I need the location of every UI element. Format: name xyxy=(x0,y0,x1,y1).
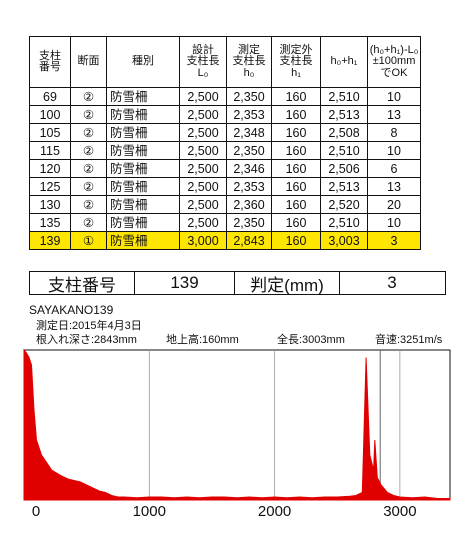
cell-sum: 2,510 xyxy=(320,87,368,106)
waveform-series xyxy=(23,348,451,501)
x-tick-label: 2000 xyxy=(258,503,291,520)
total-length: 全長:3003mm xyxy=(277,334,345,346)
x-tick-label: 1000 xyxy=(133,503,166,520)
cell-kind: 防雪柵 xyxy=(106,231,180,250)
cell-measured-length: 2,348 xyxy=(226,123,272,142)
cell-section: ① xyxy=(70,231,107,250)
plot-frame xyxy=(23,349,451,501)
cell-design-length: 2,500 xyxy=(179,213,227,232)
cell-design-length: 3,000 xyxy=(179,231,227,250)
file-name: SAYAKANO139 xyxy=(29,303,114,317)
cell-pole-number: 125 xyxy=(29,177,71,196)
measurement-date: 測定日:2015年4月3日 xyxy=(36,320,142,332)
x-tick-label: 3000 xyxy=(383,503,416,520)
cell-difference: 3 xyxy=(367,231,421,250)
cell-design-length: 2,500 xyxy=(179,177,227,196)
judgement-bar: 支柱番号 139 判定(mm) 3 xyxy=(29,271,446,295)
sound-speed: 音速:3251m/s xyxy=(375,334,443,346)
header-outer-length: 測定外 支柱長 h₁ xyxy=(271,36,321,88)
pole-number-value: 139 xyxy=(135,272,235,294)
cell-sum: 2,508 xyxy=(320,123,368,142)
table-row: 120 ② 防雪柵 2,500 2,346 160 2,506 6 xyxy=(29,159,421,178)
x-tick-label: 0 xyxy=(32,503,40,520)
embed-depth: 根入れ深さ:2843mm xyxy=(36,334,137,346)
cell-outer-length: 160 xyxy=(271,195,321,214)
cell-design-length: 2,500 xyxy=(179,159,227,178)
cell-design-length: 2,500 xyxy=(179,141,227,160)
table-row: 135 ② 防雪柵 2,500 2,350 160 2,510 10 xyxy=(29,213,421,232)
cell-pole-number: 130 xyxy=(29,195,71,214)
cell-kind: 防雪柵 xyxy=(106,177,180,196)
table-header-row: 支柱 番号 断面 種別 設計 支柱長 L₀ 測定 支柱長 h₀ 測定外 支柱長 … xyxy=(29,36,421,88)
table-row: 139 ① 防雪柵 3,000 2,843 160 3,003 3 xyxy=(29,231,421,250)
header-sum: h₀+h₁ xyxy=(320,36,368,88)
cell-outer-length: 160 xyxy=(271,231,321,250)
above-ground-height: 地上高:160mm xyxy=(166,334,239,346)
table-row: 105 ② 防雪柵 2,500 2,348 160 2,508 8 xyxy=(29,123,421,142)
table-row: 130 ② 防雪柵 2,500 2,360 160 2,520 20 xyxy=(29,195,421,214)
table-row: 100 ② 防雪柵 2,500 2,353 160 2,513 13 xyxy=(29,105,421,124)
cell-kind: 防雪柵 xyxy=(106,195,180,214)
pole-number-label: 支柱番号 xyxy=(30,272,135,295)
cell-outer-length: 160 xyxy=(271,123,321,142)
header-measured-length: 測定 支柱長 h₀ xyxy=(226,36,272,88)
cell-sum: 3,003 xyxy=(320,231,368,250)
cell-measured-length: 2,350 xyxy=(226,213,272,232)
cell-sum: 2,513 xyxy=(320,177,368,196)
cell-difference: 20 xyxy=(367,195,421,214)
measurement-table: 支柱 番号 断面 種別 設計 支柱長 L₀ 測定 支柱長 h₀ 測定外 支柱長 … xyxy=(29,36,421,250)
table-row: 125 ② 防雪柵 2,500 2,353 160 2,513 13 xyxy=(29,177,421,196)
cell-measured-length: 2,843 xyxy=(226,231,272,250)
table-row: 69 ② 防雪柵 2,500 2,350 160 2,510 10 xyxy=(29,87,421,106)
cell-measured-length: 2,346 xyxy=(226,159,272,178)
cell-sum: 2,506 xyxy=(320,159,368,178)
cell-kind: 防雪柵 xyxy=(106,105,180,124)
judgement-label: 判定(mm) xyxy=(235,272,340,295)
header-difference: (h₀+h₁)-L₀ ±100mm でOK xyxy=(367,36,421,88)
cell-sum: 2,513 xyxy=(320,105,368,124)
cell-kind: 防雪柵 xyxy=(106,159,180,178)
cell-measured-length: 2,353 xyxy=(226,105,272,124)
cell-pole-number: 139 xyxy=(29,231,71,250)
judgement-value: 3 xyxy=(387,273,397,292)
header-pole-number: 支柱 番号 xyxy=(29,36,71,88)
cell-measured-length: 2,360 xyxy=(226,195,272,214)
